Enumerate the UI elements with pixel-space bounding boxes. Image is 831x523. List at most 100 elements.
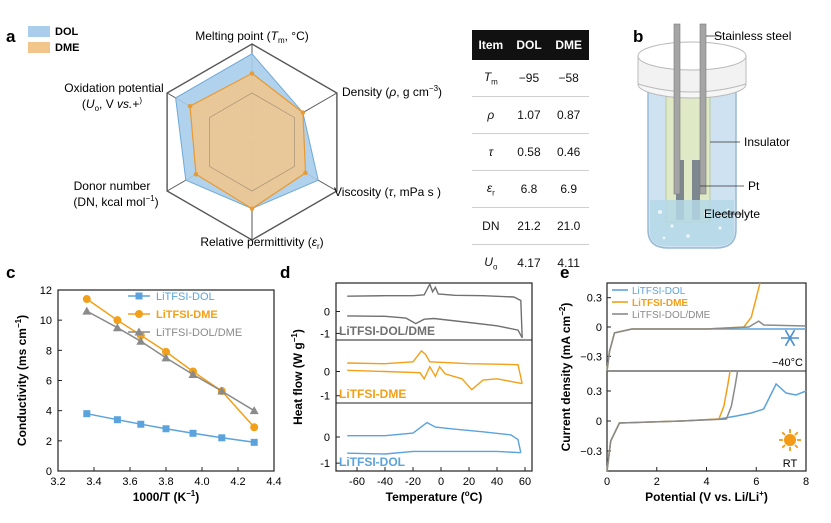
x-axis-label: 1000/T (K−1) xyxy=(133,489,199,504)
radar-point-dme xyxy=(303,170,308,176)
series-line-litfsi-dol xyxy=(86,412,255,444)
legend-label: LiTFSI-DOL xyxy=(632,286,686,297)
axis-label-density: Density (ρ, g cm−3) xyxy=(342,84,442,99)
label-stainless-steel: Stainless steel xyxy=(714,29,791,43)
data-point xyxy=(83,410,91,418)
table-header-item: Item xyxy=(472,30,510,60)
x-tick-label: 4.2 xyxy=(230,476,245,488)
y-tick-label: 4 xyxy=(46,406,52,418)
panel-label-d: d xyxy=(280,263,290,282)
x-tick-label: 3.2 xyxy=(50,476,65,488)
table-cell-dol: 1.07 xyxy=(509,96,549,134)
x-tick-label: -60 xyxy=(349,476,365,488)
label-pt: Pt xyxy=(748,179,760,193)
cell-schematic xyxy=(637,23,747,249)
sun-core xyxy=(784,434,796,446)
legend-marker xyxy=(134,327,144,336)
sun-ray xyxy=(794,444,799,449)
data-point xyxy=(188,369,198,378)
x-tick-label: 6 xyxy=(753,476,759,488)
axis-label-oxidation-line1: Oxidation potential xyxy=(64,81,163,95)
table-cell-dme: 6.9 xyxy=(548,170,589,208)
y-axis-label: Conductivity (ms cm−1) xyxy=(14,315,29,446)
data-point xyxy=(137,420,145,428)
y-tick-label: 0 xyxy=(324,307,330,319)
x-tick-label: 2 xyxy=(654,476,660,488)
axis-label-viscosity: Viscosity (τ, mPa s ) xyxy=(334,185,441,199)
snowflake-arm xyxy=(784,329,796,347)
x-tick-label: 4.4 xyxy=(266,476,281,488)
radar-point-dme xyxy=(193,172,199,177)
sun-icon xyxy=(779,429,801,451)
table-cell-dol: 6.8 xyxy=(509,170,549,208)
conductivity-chart: 3.2 3.4 3.6 3.8 4.0 4.2 4.4 0 2 4 6 8 10 12 1000/T (K−… xyxy=(14,285,282,504)
radar-point-dme xyxy=(300,110,306,115)
data-point xyxy=(250,423,259,432)
y-tick-label: 0 xyxy=(596,322,602,334)
radar-point-dme xyxy=(249,71,255,76)
y-tick-label: 0 xyxy=(324,432,330,444)
data-point xyxy=(82,306,92,315)
x-tick-label: 4 xyxy=(703,476,709,488)
table-cell-item: τ xyxy=(472,133,510,171)
table-cell-item: Tm xyxy=(472,60,510,97)
subplot-label: LiTFSI-DOL/DME xyxy=(339,324,435,338)
dsc-curve-upper xyxy=(347,282,523,338)
legend-label-dme: DME xyxy=(55,42,79,54)
dsc-curve-lower xyxy=(347,450,521,455)
y-tick-label: 10 xyxy=(40,315,52,327)
radar-point-dme xyxy=(249,206,255,211)
legend-label-dol: DOL xyxy=(55,26,79,38)
x-axis-label: Potential (V vs. Li/Li+) xyxy=(645,489,768,504)
y-tick-label: 8 xyxy=(46,345,52,357)
y-tick-label: 2 xyxy=(46,436,52,448)
axis-label-donor-number-line1: Donor number xyxy=(74,179,151,193)
data-point xyxy=(82,295,91,304)
y-tick-label: 12 xyxy=(40,285,52,297)
data-point xyxy=(189,429,197,437)
table-row: εr 6.8 6.9 xyxy=(472,170,589,208)
data-point xyxy=(136,336,146,345)
x-tick-label: 3.6 xyxy=(122,476,137,488)
table-header-dme: DME xyxy=(548,30,589,60)
legend-label: LiTFSI-DOL/DME xyxy=(156,327,242,339)
y-tick-label: −0.3 xyxy=(580,446,602,458)
radar-chart xyxy=(166,43,338,241)
dsc-curve-lower xyxy=(347,365,523,391)
y-axis-label: Current density (mA cm−2) xyxy=(558,303,573,452)
x-tick-label: 0 xyxy=(604,476,610,488)
y-tick-label: 6 xyxy=(46,376,52,388)
lsv-chart: 0 2 4 6 8 Potential (V vs. Li/Li+) Current den… xyxy=(558,282,809,504)
axis-label-oxidation-line2: (Uo, V vs.+) xyxy=(82,96,143,113)
y-tick-label: 0.3 xyxy=(587,293,602,305)
data-point xyxy=(113,316,122,325)
legend-swatch-dol xyxy=(28,26,50,37)
table-cell-dol: 4.17 xyxy=(517,256,541,270)
panel-label-b: b xyxy=(633,27,643,46)
table-row: Uo 4.17 4.11 xyxy=(472,245,589,282)
x-tick-label: 3.8 xyxy=(158,476,173,488)
table-header-dol: DOL xyxy=(509,30,549,60)
x-tick-label: 4.0 xyxy=(194,476,209,488)
y-tick-label: -1 xyxy=(320,458,330,470)
data-point xyxy=(249,406,259,415)
cell-cap-lid xyxy=(637,41,747,71)
snowflake-icon xyxy=(781,329,799,347)
legend-label: LiTFSI-DOL/DME xyxy=(632,310,711,321)
x-tick-label: 3.4 xyxy=(86,476,101,488)
data-point xyxy=(162,347,170,356)
y-tick-label: 0 xyxy=(46,466,52,478)
radar-inner-hexagon-overlay xyxy=(209,92,295,192)
x-tick-label: 40 xyxy=(491,476,503,488)
y-tick-label: 0 xyxy=(596,416,602,428)
sun-ray xyxy=(781,444,786,449)
table-row: τ 0.58 0.46 xyxy=(472,133,589,171)
x-tick-label: 20 xyxy=(463,476,475,488)
table-cell-dme: −58 xyxy=(548,60,589,97)
sun-ray xyxy=(794,431,799,436)
y-axis-label: Heat flow (W g−1) xyxy=(290,329,305,425)
data-point xyxy=(161,353,171,362)
radar-point-dme xyxy=(187,104,193,109)
label-electrolyte: Electrolyte xyxy=(704,207,760,221)
panel-label-e: e xyxy=(560,263,569,282)
